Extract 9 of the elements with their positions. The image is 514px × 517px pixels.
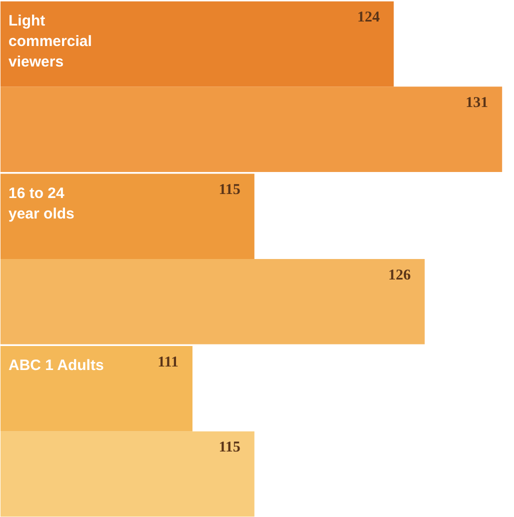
data-label: 124 xyxy=(357,10,380,26)
data-label: 115 xyxy=(218,182,240,198)
y-tick-label: 16 to 24 year olds xyxy=(8,184,74,222)
data-label: 111 xyxy=(158,354,178,370)
data-label: 115 xyxy=(218,440,240,456)
data-label: 131 xyxy=(466,95,488,112)
data-label: 126 xyxy=(388,267,412,284)
y-tick-label: ABC 1 Adults xyxy=(8,357,104,374)
y-tick-label: Light commercial viewers xyxy=(8,12,92,70)
